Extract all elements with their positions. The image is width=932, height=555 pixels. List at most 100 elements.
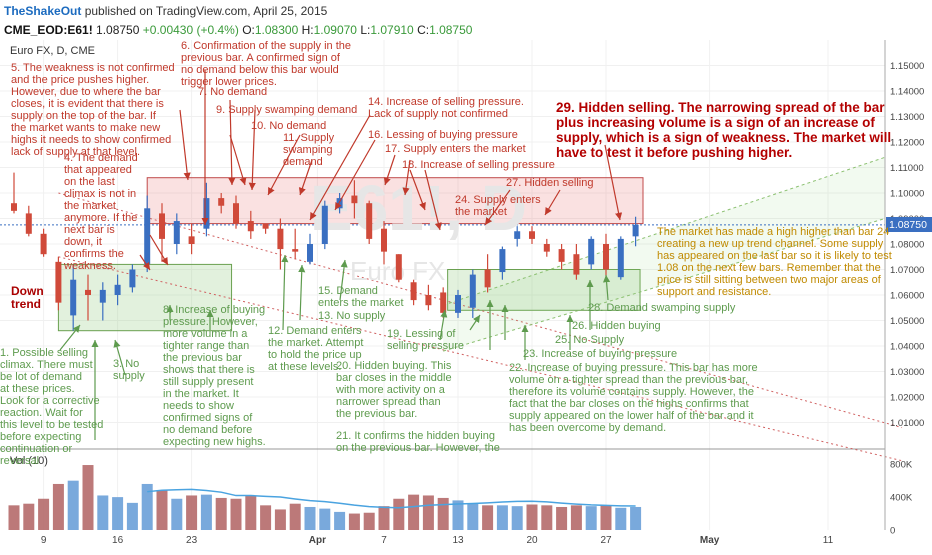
time-tick-label: May (700, 535, 720, 546)
candle[interactable] (514, 226, 521, 247)
downtrend-line (58, 192, 903, 429)
candle[interactable] (543, 238, 550, 257)
candle[interactable] (262, 223, 269, 234)
candle[interactable] (425, 284, 432, 311)
candle[interactable] (203, 182, 210, 237)
candle[interactable] (617, 236, 624, 280)
volume-bar (467, 503, 479, 530)
annotation-a21: 21. It confirms the hidden buying on the… (336, 430, 500, 454)
volume-bar (452, 500, 464, 530)
candle[interactable] (351, 180, 358, 219)
annotation-arrow (309, 114, 371, 221)
candle-body (188, 236, 195, 244)
candle[interactable] (247, 210, 254, 239)
candle[interactable] (469, 269, 476, 318)
candle[interactable] (85, 274, 91, 321)
candle[interactable] (173, 213, 180, 255)
price-chart[interactable]: E61!, D Euro FX 1.150001.140001.130001.1… (0, 40, 932, 550)
candle[interactable] (366, 200, 373, 244)
volume-bar (156, 490, 168, 530)
price-tick-label: 1.05000 (890, 316, 924, 327)
candle[interactable] (558, 244, 565, 270)
candle-body (529, 231, 535, 239)
candle[interactable] (307, 233, 313, 265)
volume-bar (274, 509, 286, 530)
volume-bar (82, 465, 94, 530)
time-tick-label: 16 (112, 535, 124, 546)
candle[interactable] (321, 200, 328, 250)
candle[interactable] (114, 274, 121, 306)
candle[interactable] (603, 233, 609, 280)
volume-label: Vol (10) (10, 455, 48, 467)
low-label: L: (360, 23, 371, 37)
candle-body (262, 223, 269, 229)
annotation-a17: 17. Supply enters the market (385, 143, 526, 155)
volume-bar (112, 497, 124, 530)
annotation-arrow (179, 109, 191, 181)
candle[interactable] (529, 226, 535, 244)
annotation-a9: 9. Supply swamping demand (216, 104, 358, 116)
candle-body (40, 233, 47, 255)
last-price-tag-text: 1.08750 (889, 219, 927, 231)
candle[interactable] (55, 256, 62, 311)
price-tick-label: 1.01000 (890, 418, 924, 429)
candle[interactable] (573, 244, 580, 280)
candle[interactable] (455, 289, 461, 318)
candle[interactable] (40, 228, 47, 257)
candle[interactable] (129, 264, 136, 293)
zone-resistance (146, 177, 644, 225)
annotation-arrow (228, 99, 236, 186)
annotation-a5: 5. The weakness is not confirmed and the… (11, 62, 175, 158)
candle[interactable] (11, 172, 17, 214)
candle[interactable] (292, 228, 299, 260)
volume-bar (260, 505, 272, 530)
candle-body (558, 249, 565, 262)
annotation-arrow (59, 324, 81, 351)
candle-body (425, 295, 432, 306)
symbol-name: CME_EOD:E61! (4, 23, 93, 37)
annotation-a3: 3. No supply (113, 358, 145, 382)
candle[interactable] (277, 218, 284, 270)
time-tick-label: 11 (823, 535, 834, 546)
candle[interactable] (159, 203, 165, 262)
candle[interactable] (381, 221, 387, 265)
candle[interactable] (99, 282, 106, 321)
candle-body (144, 208, 151, 265)
candle-body (218, 198, 225, 206)
chart-panel[interactable]: E61!, D Euro FX 1.15000 1.14000 1.13000 1.1… (0, 40, 932, 550)
volume-bar (570, 505, 582, 530)
candle[interactable] (25, 205, 32, 237)
candle[interactable] (188, 223, 195, 255)
candle[interactable] (395, 254, 402, 283)
candle[interactable] (588, 236, 595, 270)
volume-bar (630, 506, 642, 530)
volume-bar (541, 505, 553, 530)
candle[interactable] (144, 195, 151, 273)
candle[interactable] (233, 195, 239, 229)
annotation-a14: 14. Increase of selling pressure. Lack o… (368, 96, 524, 120)
annotation-a20: 20. Hidden buying. This bar closes in th… (336, 360, 452, 420)
candle[interactable] (484, 254, 491, 293)
uptrend-channel (443, 157, 885, 352)
candle[interactable] (218, 193, 225, 214)
volume-bar (511, 506, 523, 530)
time-tick-label: 27 (600, 535, 612, 546)
candle[interactable] (632, 216, 639, 247)
annotation-a16: 16. Lessing of buying pressure (368, 129, 518, 141)
author-link[interactable]: TheShakeOut (4, 4, 82, 18)
candle-body (543, 244, 550, 252)
annotation-arrow (602, 274, 611, 301)
chart-title: Euro FX, D, CME (10, 45, 95, 57)
candle-body (114, 284, 121, 295)
annotation-arrow (281, 254, 289, 331)
annotation-arrow (149, 234, 169, 266)
candle[interactable] (499, 246, 506, 280)
candle[interactable] (70, 264, 77, 331)
candle-body (25, 213, 32, 234)
annotation-a27: 27. Hidden selling (506, 177, 594, 189)
volume-bar (319, 508, 331, 530)
volume-bar (289, 503, 301, 530)
annotation-a25: 25. No Supply (555, 334, 625, 346)
candle[interactable] (410, 279, 417, 306)
volume-tick-label: 800K (890, 460, 913, 471)
